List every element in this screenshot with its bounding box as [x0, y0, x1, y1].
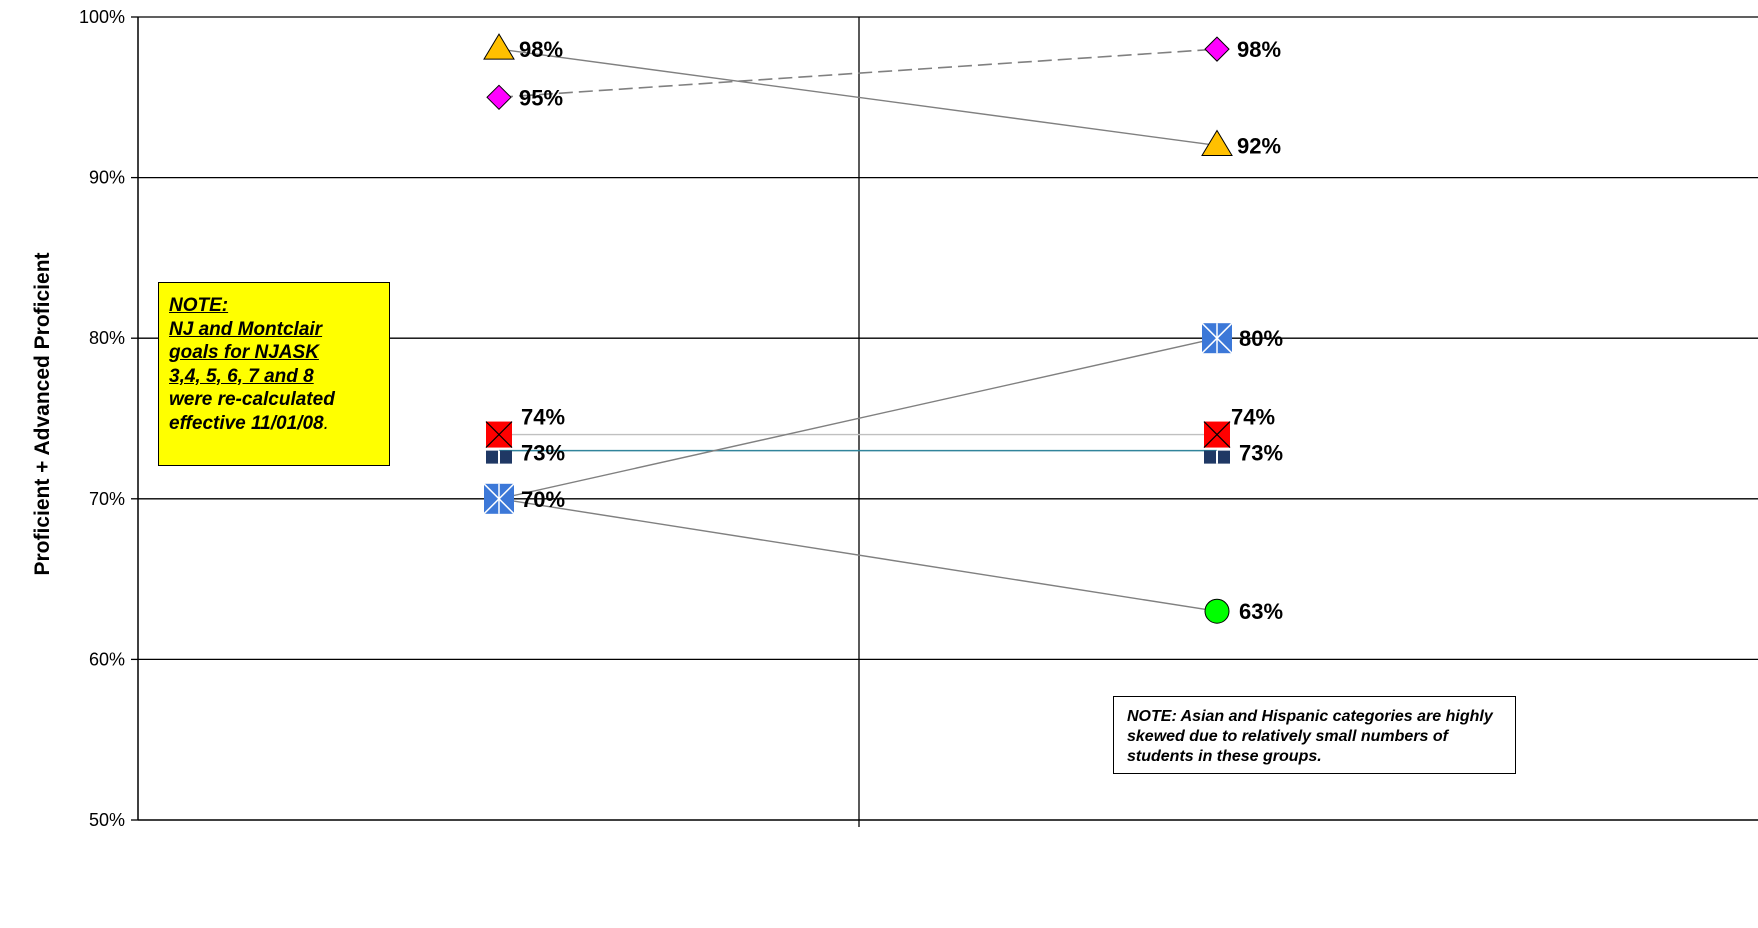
series-line	[498, 48, 1218, 147]
note-line-3: 3,4, 5, 6, 7 and 8	[169, 365, 314, 387]
series-line	[498, 498, 1218, 612]
skew-note-text: NOTE: Asian and Hispanic categories are …	[1127, 708, 1493, 765]
axes: 50% 60% 70% 80% 90% 100%	[79, 7, 1758, 830]
data-point	[1204, 36, 1230, 62]
data-label: 98%	[519, 37, 563, 62]
y-tick-label: 70%	[89, 489, 125, 509]
data-point	[485, 421, 513, 448]
data-labels: 98% 92% 95% 98% 74% 74% 73% 73% 70% 80% 63%	[519, 37, 1283, 624]
data-point	[1201, 322, 1233, 354]
y-tick-label: 90%	[89, 168, 125, 188]
data-point	[1204, 450, 1230, 464]
recalculation-note: NOTE: NJ and Montclair goals for NJASK 3…	[158, 282, 390, 466]
y-tick-label: 60%	[89, 649, 125, 669]
data-label: 92%	[1237, 133, 1281, 158]
note-tail: .	[323, 412, 329, 434]
y-axis-label: Proficient + Advanced Proficient	[31, 252, 54, 575]
data-point	[1201, 129, 1233, 156]
skew-note: NOTE: Asian and Hispanic categories are …	[1113, 696, 1516, 774]
data-label: 98%	[1237, 37, 1281, 62]
data-label: 80%	[1239, 326, 1283, 351]
data-point	[486, 450, 512, 464]
data-point	[1203, 421, 1231, 448]
data-point	[483, 483, 515, 515]
data-point	[483, 33, 515, 60]
data-point	[1204, 598, 1230, 624]
data-label: 70%	[521, 487, 565, 512]
data-label: 73%	[1239, 441, 1283, 466]
y-tick-label: 100%	[79, 7, 125, 27]
note-line-5-wrap: effective 11/01/08.	[169, 412, 379, 436]
note-line-5: effective 11/01/08	[169, 412, 324, 434]
note-line-1: NJ and Montclair	[169, 318, 323, 340]
note-line-2: goals for NJASK	[169, 342, 319, 363]
data-label: 74%	[1231, 405, 1275, 430]
note-line-4: were re-calculated	[169, 389, 335, 410]
y-tick-label: 50%	[89, 810, 125, 830]
series-line	[498, 48, 1218, 99]
data-label: 73%	[521, 441, 565, 466]
series-line	[498, 337, 1218, 500]
data-label: 63%	[1239, 599, 1283, 624]
data-label: 74%	[521, 405, 565, 430]
y-tick-label: 80%	[89, 328, 125, 348]
series-lines	[498, 48, 1218, 612]
data-point	[486, 84, 512, 111]
series-markers	[483, 33, 1233, 624]
note-heading: NOTE:	[169, 295, 229, 316]
data-label: 95%	[519, 85, 563, 110]
